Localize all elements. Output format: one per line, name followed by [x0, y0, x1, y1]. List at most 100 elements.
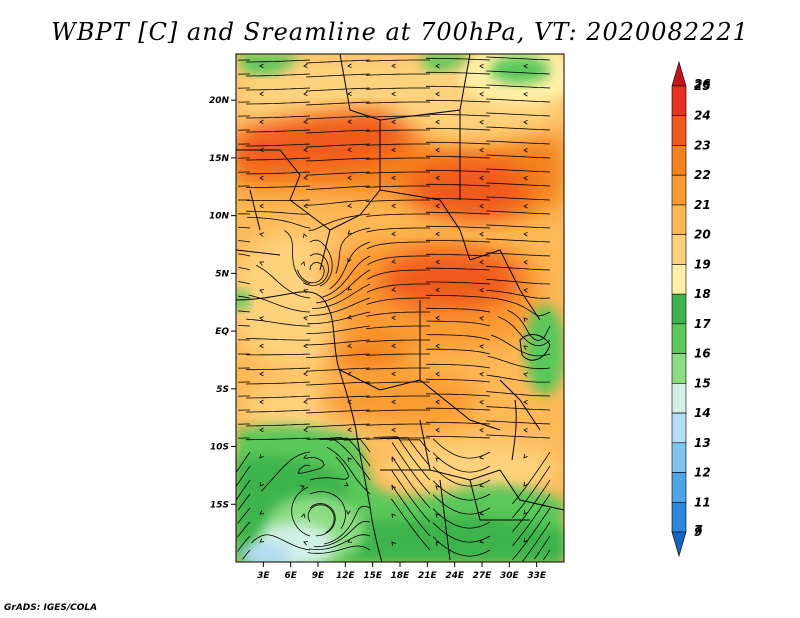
streamline-arrow [259, 175, 264, 181]
streamline [379, 437, 431, 467]
streamline [365, 395, 430, 398]
streamline-arrow [523, 509, 528, 515]
streamline [238, 295, 251, 299]
streamline-arrow [479, 344, 484, 349]
streamline [236, 451, 251, 473]
streamline [306, 185, 371, 190]
streamline [426, 141, 491, 145]
streamline-arrow [391, 541, 396, 547]
streamline [391, 456, 431, 509]
lat-axis: 20N 15N 10N 5N EQ 5S 10S 15S [209, 96, 236, 510]
streamline-arrow [523, 317, 528, 322]
streamline [486, 70, 551, 75]
streamline-arrow [435, 485, 440, 490]
streamline [486, 374, 551, 383]
colorbar-swatch [671, 323, 687, 354]
streamline [486, 196, 551, 201]
streamline [486, 279, 551, 285]
streamline [246, 318, 310, 327]
streamline-arrow [303, 119, 308, 125]
streamline-arrow [435, 287, 440, 293]
streamline [486, 98, 551, 103]
streamline-arrow [523, 203, 528, 209]
streamline [309, 297, 371, 316]
colorbar-label: 15 [694, 376, 711, 390]
streamline [426, 57, 491, 61]
streamline [306, 157, 371, 162]
streamline [486, 224, 551, 229]
streamline-arrow [343, 482, 349, 487]
streamline [237, 325, 251, 327]
streamline [246, 409, 311, 413]
streamline-arrow [391, 231, 396, 236]
lon-tick-label: 30E [500, 571, 520, 581]
streamline [426, 211, 491, 215]
streamline [246, 199, 311, 201]
streamline-arrow [435, 231, 440, 237]
streamline-arrow [523, 175, 528, 181]
wbpt-zone-southwest-coldest [240, 543, 290, 562]
streamline-arrow [523, 453, 528, 459]
wbpt-core-central [380, 250, 520, 310]
streamline [246, 395, 311, 399]
streamline-arrow [391, 147, 396, 153]
streamline [365, 87, 430, 90]
streamline-arrow [435, 119, 440, 125]
streamline [512, 451, 551, 504]
streamline [426, 294, 491, 299]
streamline-arrow [259, 371, 264, 377]
streamline-arrow [479, 175, 484, 181]
colorbar-swatch [671, 293, 687, 325]
streamline [246, 101, 311, 105]
streamline-arrow [479, 539, 484, 544]
streamline [236, 465, 251, 487]
streamline-arrow [391, 485, 396, 491]
streamline [329, 241, 371, 290]
streamline [306, 143, 371, 148]
streamline [246, 353, 311, 356]
streamline-arrow [435, 203, 440, 209]
streamline [426, 127, 491, 131]
streamline [426, 183, 491, 187]
streamline [367, 269, 430, 280]
streamline-arrow [303, 63, 308, 69]
streamline [512, 507, 551, 560]
colorbar-swatch [671, 234, 687, 265]
wbpt-field-shading [236, 54, 564, 562]
streamline-arrow [347, 119, 352, 125]
lon-tick-label: 18E [391, 571, 411, 581]
wbpt-band-south-warm [320, 370, 480, 430]
streamline [306, 409, 371, 414]
streamline-arrow [391, 287, 396, 292]
streamline [238, 253, 251, 257]
streamline [309, 456, 350, 481]
streamline [367, 255, 430, 266]
streamline-arrow [259, 399, 264, 405]
streamline [497, 316, 551, 347]
streamline-arrow [301, 513, 306, 519]
streamline [242, 549, 251, 560]
streamline-arrow [523, 399, 528, 405]
west-coastline [236, 291, 383, 562]
streamline [426, 253, 491, 257]
streamline [426, 378, 491, 383]
streamline [426, 71, 491, 75]
streamline [432, 480, 491, 501]
streamline-arrow [259, 482, 264, 487]
streamline [507, 309, 551, 342]
streamline-arrow [479, 372, 484, 377]
streamline [486, 391, 551, 397]
streamline [237, 535, 251, 552]
streamline [512, 493, 551, 546]
streamline [306, 395, 371, 400]
streamline-arrow [347, 538, 353, 543]
streamline-arrow [435, 513, 440, 518]
streamline [486, 289, 551, 299]
streamline-arrow [259, 510, 265, 515]
lat-tick-label: EQ [215, 327, 229, 337]
grads-credit: GrADS: IGES/COLA [4, 603, 98, 613]
streamline [306, 171, 371, 176]
streamline [486, 56, 551, 61]
streamline [306, 59, 371, 64]
